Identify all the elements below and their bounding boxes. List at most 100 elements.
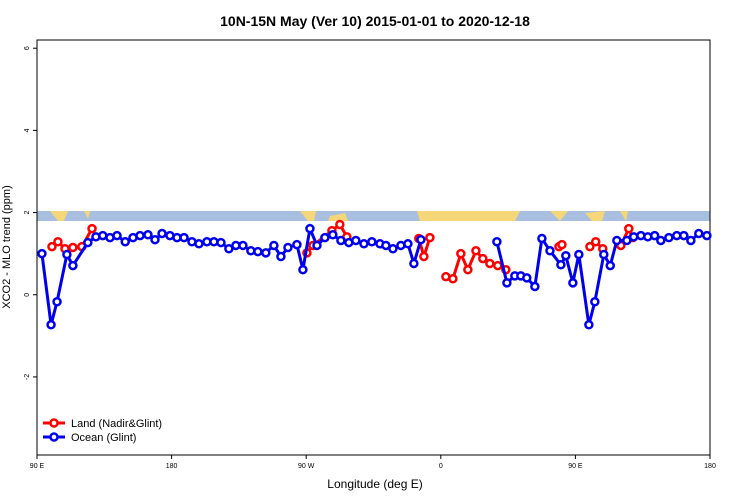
point [194,239,204,249]
point [112,230,122,241]
point [37,248,47,259]
point [283,242,293,253]
y-tick-label: -2 [24,374,31,380]
point [686,235,696,246]
x-tick-label: 0 [439,463,443,470]
point [305,223,315,234]
point [492,236,502,247]
point [388,243,398,254]
point [403,239,413,249]
point [135,230,145,241]
point [605,260,615,271]
point [590,236,601,247]
point [47,241,57,252]
point [612,235,622,246]
point [253,246,263,257]
point [599,249,609,260]
point [702,230,712,241]
point [590,296,600,307]
point [545,246,555,256]
point [53,236,63,247]
point [68,260,78,271]
point [52,296,62,307]
point [485,258,495,269]
point [656,235,666,246]
point [381,240,391,251]
point [87,223,97,234]
point [557,239,567,250]
point [238,240,248,251]
point [336,235,346,246]
point [150,234,160,245]
point [502,278,512,288]
point [574,249,584,260]
point [120,236,130,247]
x-tick-label: 90 E [568,463,583,470]
point [416,234,426,245]
point [298,264,308,275]
legend-label: Ocean (Glint) [71,432,136,444]
point [367,236,377,247]
point [448,273,458,284]
point [269,240,279,251]
point [179,232,189,243]
point [83,237,93,248]
point [224,243,234,254]
x-axis-label: Longitude (deg E) [327,477,422,491]
map-strip [37,211,710,221]
plot-frame [36,39,711,456]
x-tick-label: 180 [166,463,178,470]
point [261,248,271,258]
point [537,233,547,244]
point [46,319,56,330]
point [628,232,639,242]
point [649,230,660,241]
point [624,223,634,234]
land-strip [50,211,628,221]
point [351,235,361,246]
chart-title: 10N-15N May (Ver 10) 2015-01-01 to 2020-… [220,13,530,29]
y-tick-label: 6 [24,46,31,50]
point [320,232,330,243]
point [335,219,345,230]
y-axis-label: XCO2 - MLO trend (ppm) [1,185,13,308]
point [478,253,488,264]
point [679,230,689,241]
point [419,251,429,262]
point [359,239,369,249]
point [409,258,419,269]
point [471,246,481,256]
legend-label: Land (Nadir&Glint) [71,418,162,430]
point [143,230,153,240]
point [157,228,167,239]
legend: Land (Nadir&Glint) Ocean (Glint) [43,418,162,444]
legend-marker [49,418,59,428]
y-tick-label: 0 [24,293,31,297]
point [664,232,674,243]
point [556,260,566,270]
point [493,260,503,271]
point [694,228,704,239]
point [62,249,72,260]
x-tick-label: 90 W [298,463,315,470]
point [276,251,286,262]
point [585,241,595,252]
point [522,273,532,283]
y-tick-label: 2 [24,211,31,215]
point [568,278,578,288]
point [622,235,632,246]
point [68,242,78,253]
point [328,230,338,240]
point [292,239,302,250]
point [584,319,594,330]
legend-marker [49,432,59,442]
point [425,232,435,243]
point [561,250,571,261]
point [456,248,466,259]
y-tick-label: 4 [24,128,31,132]
point [530,281,540,292]
x-tick-label: 180 [704,463,716,470]
x-tick-label: 90 E [30,463,45,470]
